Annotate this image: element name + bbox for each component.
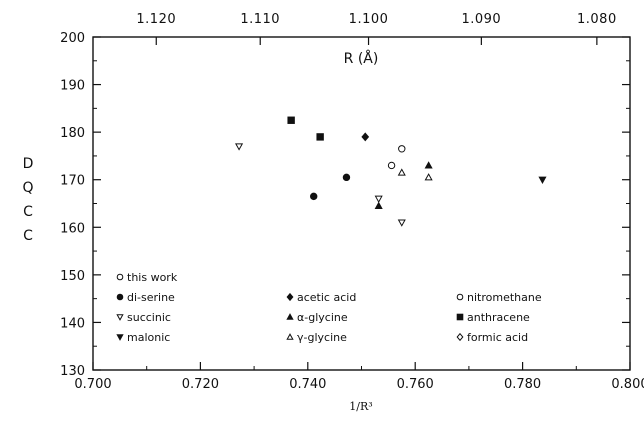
data-point (235, 143, 244, 151)
x-tick-label: 0.720 (182, 377, 219, 392)
data-point (310, 192, 318, 201)
data-point (424, 173, 433, 181)
top-tick-label: 1.120 (136, 12, 176, 27)
top-tick-label: 1.080 (577, 12, 617, 27)
data-point (397, 168, 406, 176)
legend-label: this work (127, 271, 178, 284)
data-point (424, 161, 433, 169)
y-tick-label: 180 (60, 126, 85, 141)
data-point (538, 176, 547, 184)
x-tick-label: 0.700 (74, 377, 111, 392)
data-point (397, 219, 406, 227)
top-tick-label: 1.090 (461, 12, 501, 27)
y-tick-label: 160 (60, 221, 85, 236)
top-tick-label: 1.110 (240, 12, 280, 27)
legend-marker (116, 314, 124, 321)
y-tick-label: 140 (60, 316, 85, 331)
y-tick-label: 190 (60, 79, 85, 94)
legend-marker (456, 293, 464, 301)
x-tick-label: 0.760 (397, 377, 434, 392)
legend-label: α-glycine (297, 311, 348, 324)
axis-ticks: 0.700 0.720 0.740 0.760 0.780 0.800 130 140 150 1… (60, 12, 644, 392)
legend-marker (116, 273, 124, 281)
y-tick-label: 200 (60, 31, 85, 46)
data-points (235, 116, 547, 227)
y-axis-title: D Q C C (22, 156, 33, 244)
x-tick-label: 0.780 (504, 377, 541, 392)
y-tick-label: 170 (60, 174, 85, 189)
legend-label: anthracene (467, 311, 530, 324)
y-tick-label: 130 (60, 364, 85, 379)
legend-marker (286, 313, 294, 320)
y-axis-title-letter-4: C (23, 228, 33, 244)
y-axis-title-letter-1: D (23, 156, 34, 172)
plot-frame (92, 36, 631, 371)
data-point (398, 145, 406, 153)
legend: this work di-serine succinic malonic acetic … (116, 271, 542, 344)
y-axis-title-letter-3: C (23, 204, 33, 220)
data-point (316, 133, 324, 141)
x-tick-label: 0.800 (611, 377, 644, 392)
legend-label: di-serine (127, 291, 175, 304)
x-tick-label: 0.740 (289, 377, 326, 392)
legend-marker (286, 292, 294, 302)
legend-marker (456, 332, 464, 342)
legend-marker (116, 334, 124, 341)
data-point (342, 173, 351, 182)
top-axis-title: R (Å) (344, 50, 379, 67)
data-point (361, 132, 370, 142)
legend-label: γ-glycine (297, 331, 347, 344)
legend-label: formic acid (467, 331, 528, 344)
legend-label: malonic (127, 331, 170, 344)
y-axis-title-letter-2: Q (22, 180, 33, 196)
legend-marker (286, 333, 294, 340)
legend-marker (116, 293, 124, 301)
y-tick-label: 150 (60, 269, 85, 284)
legend-label: nitromethane (467, 291, 542, 304)
data-point (387, 161, 396, 170)
legend-label: succinic (127, 311, 171, 324)
x-axis-title: 1/R³ (349, 400, 372, 413)
top-tick-label: 1.100 (349, 12, 389, 27)
legend-label: acetic acid (297, 291, 356, 304)
data-point (374, 201, 383, 209)
data-point (374, 195, 383, 203)
legend-marker (456, 313, 464, 321)
data-point (287, 116, 295, 124)
